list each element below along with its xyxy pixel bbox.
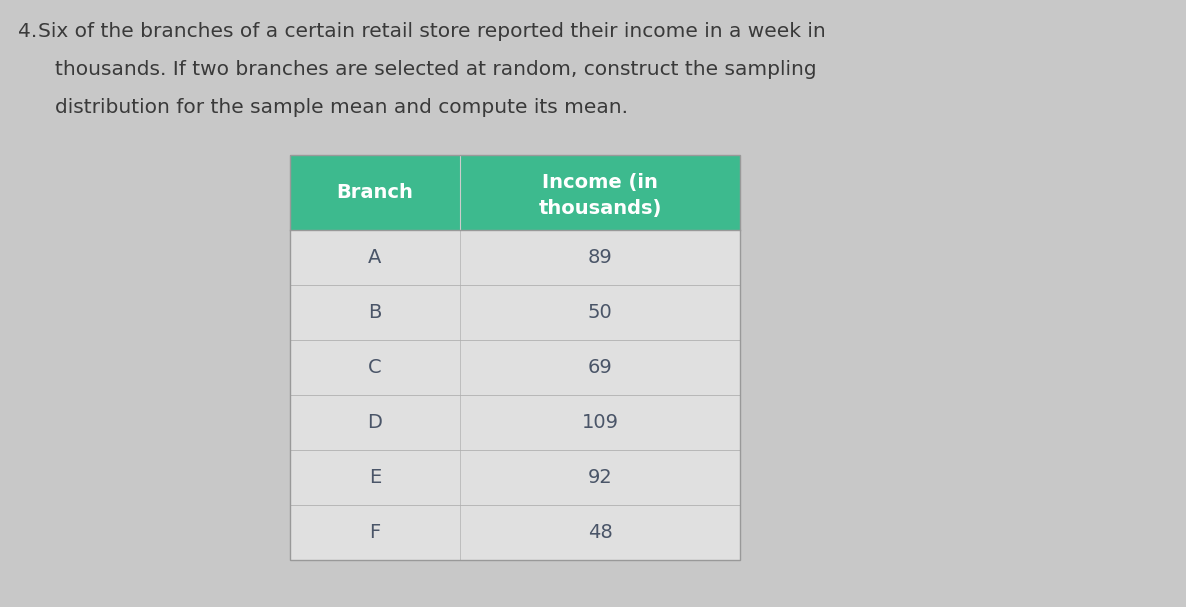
Text: thousands): thousands) — [538, 199, 662, 218]
FancyBboxPatch shape — [291, 395, 740, 450]
Text: 92: 92 — [587, 468, 612, 487]
Text: thousands. If two branches are selected at random, construct the sampling: thousands. If two branches are selected … — [55, 60, 817, 79]
Text: 4.: 4. — [18, 22, 37, 41]
Text: Income (in: Income (in — [542, 173, 658, 192]
FancyBboxPatch shape — [291, 230, 740, 285]
FancyBboxPatch shape — [291, 155, 740, 230]
Text: A: A — [369, 248, 382, 267]
Text: B: B — [369, 303, 382, 322]
Text: 48: 48 — [587, 523, 612, 542]
FancyBboxPatch shape — [291, 340, 740, 395]
Text: 69: 69 — [587, 358, 612, 377]
Text: 50: 50 — [587, 303, 612, 322]
Text: F: F — [369, 523, 381, 542]
Text: E: E — [369, 468, 381, 487]
FancyBboxPatch shape — [291, 505, 740, 560]
Text: Six of the branches of a certain retail store reported their income in a week in: Six of the branches of a certain retail … — [38, 22, 825, 41]
Text: Branch: Branch — [337, 183, 414, 202]
FancyBboxPatch shape — [291, 450, 740, 505]
FancyBboxPatch shape — [291, 285, 740, 340]
Text: distribution for the sample mean and compute its mean.: distribution for the sample mean and com… — [55, 98, 629, 117]
Text: C: C — [368, 358, 382, 377]
Text: D: D — [368, 413, 382, 432]
Text: 89: 89 — [587, 248, 612, 267]
Text: 109: 109 — [581, 413, 619, 432]
